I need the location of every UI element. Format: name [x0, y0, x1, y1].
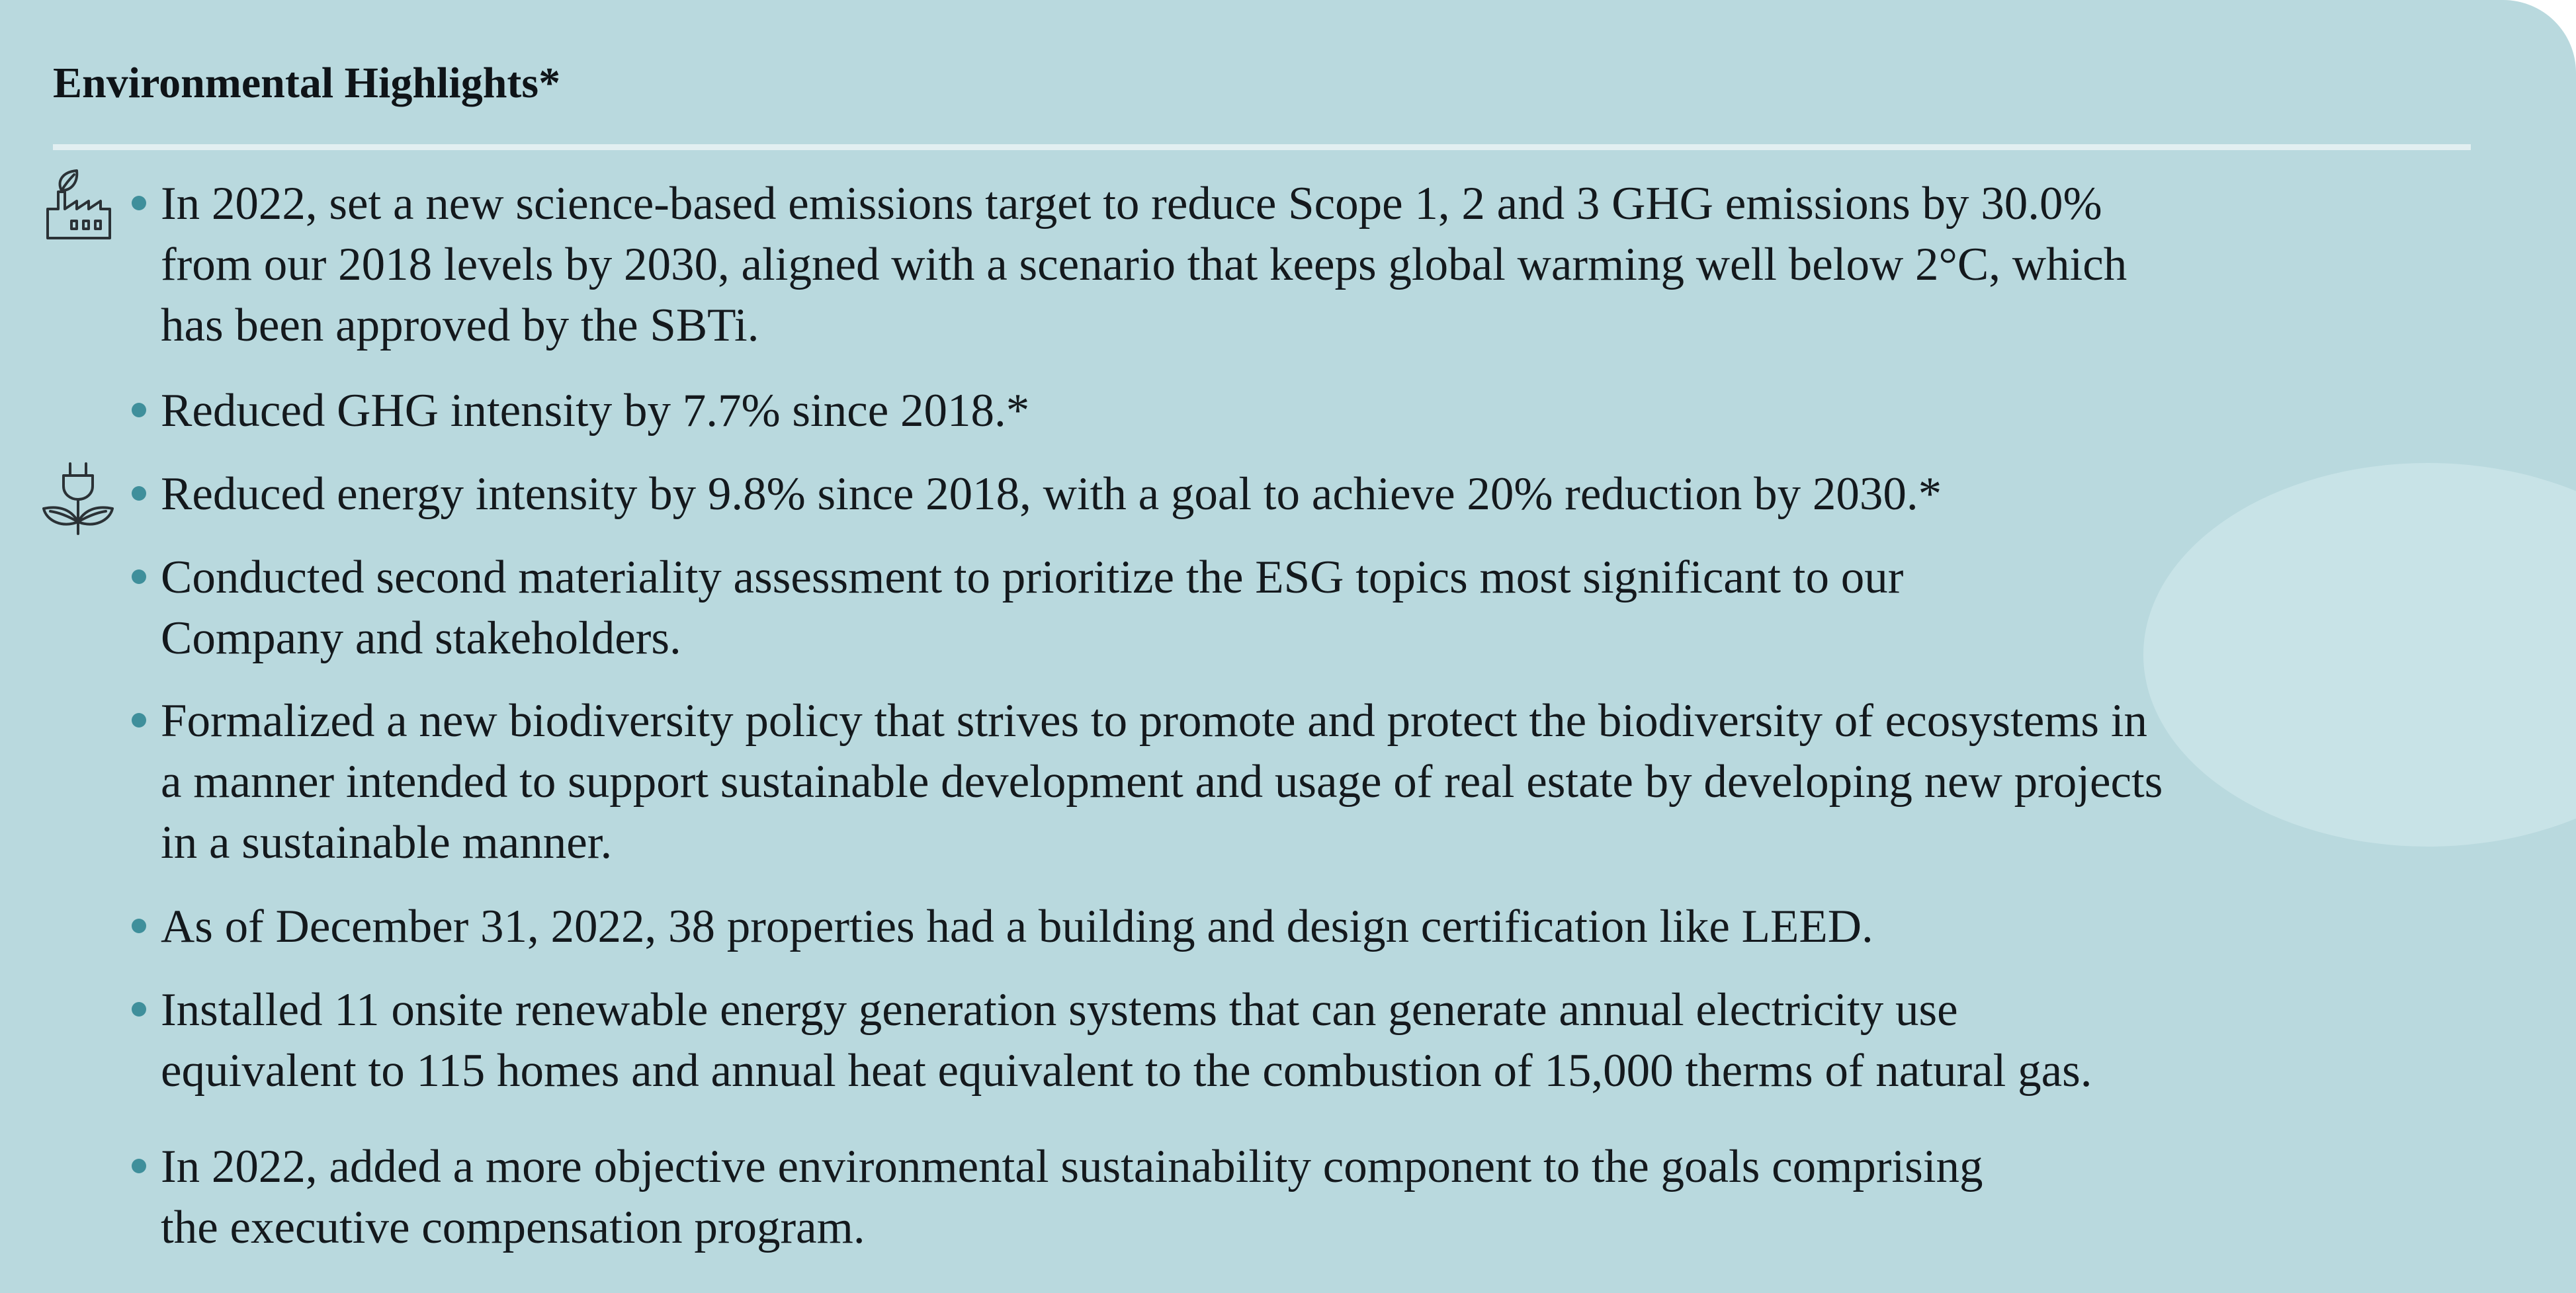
highlight-line: Reduced energy intensity by 9.8% since 2…	[161, 468, 1942, 520]
bullet-dot	[132, 486, 146, 501]
highlight-item: In 2022, set a new science-based emissio…	[132, 173, 2516, 356]
bullet-dot	[132, 919, 146, 933]
bullet-dot	[132, 196, 146, 210]
section-title: Environmental Highlights*	[53, 59, 561, 107]
highlight-item: Reduced GHG intensity by 7.7% since 2018…	[132, 380, 2516, 441]
bullet-dot	[132, 403, 146, 417]
bullet-dot	[132, 1002, 146, 1017]
factory-leaf-icon	[38, 167, 118, 246]
highlight-line: the executive compensation program.	[161, 1202, 865, 1253]
highlight-line: equivalent to 115 homes and annual heat …	[161, 1045, 2092, 1097]
bullet-dot	[132, 713, 146, 728]
highlight-line: a manner intended to support sustainable…	[161, 756, 2163, 808]
highlight-line: Reduced GHG intensity by 7.7% since 2018…	[161, 385, 1030, 437]
highlight-line: Installed 11 onsite renewable energy gen…	[161, 984, 1958, 1036]
bullet-dot	[132, 569, 146, 584]
title-divider	[53, 144, 2471, 150]
bullet-dot	[132, 1159, 146, 1173]
highlight-item: In 2022, added a more objective environm…	[132, 1136, 2516, 1258]
decorative-bubble	[2143, 463, 2576, 847]
highlight-item: As of December 31, 2022, 38 properties h…	[132, 896, 2516, 957]
highlight-line: Company and stakeholders.	[161, 612, 681, 664]
highlight-line: Conducted second materiality assessment …	[161, 552, 1904, 603]
plug-leaf-icon	[38, 460, 118, 539]
highlight-line: from our 2018 levels by 2030, aligned wi…	[161, 239, 2127, 290]
highlight-item: Conducted second materiality assessment …	[132, 547, 2516, 669]
highlight-line: in a sustainable manner.	[161, 817, 613, 868]
highlight-item: Formalized a new biodiversity policy tha…	[132, 690, 2516, 873]
highlight-line: has been approved by the SBTi.	[161, 300, 759, 351]
highlight-line: In 2022, set a new science-based emissio…	[161, 178, 2102, 229]
highlight-line: In 2022, added a more objective environm…	[161, 1141, 1983, 1192]
highlight-item: Installed 11 onsite renewable energy gen…	[132, 980, 2516, 1101]
highlight-item: Reduced energy intensity by 9.8% since 2…	[132, 464, 2516, 524]
highlight-line: Formalized a new biodiversity policy tha…	[161, 695, 2148, 747]
highlight-line: As of December 31, 2022, 38 properties h…	[161, 901, 1873, 952]
